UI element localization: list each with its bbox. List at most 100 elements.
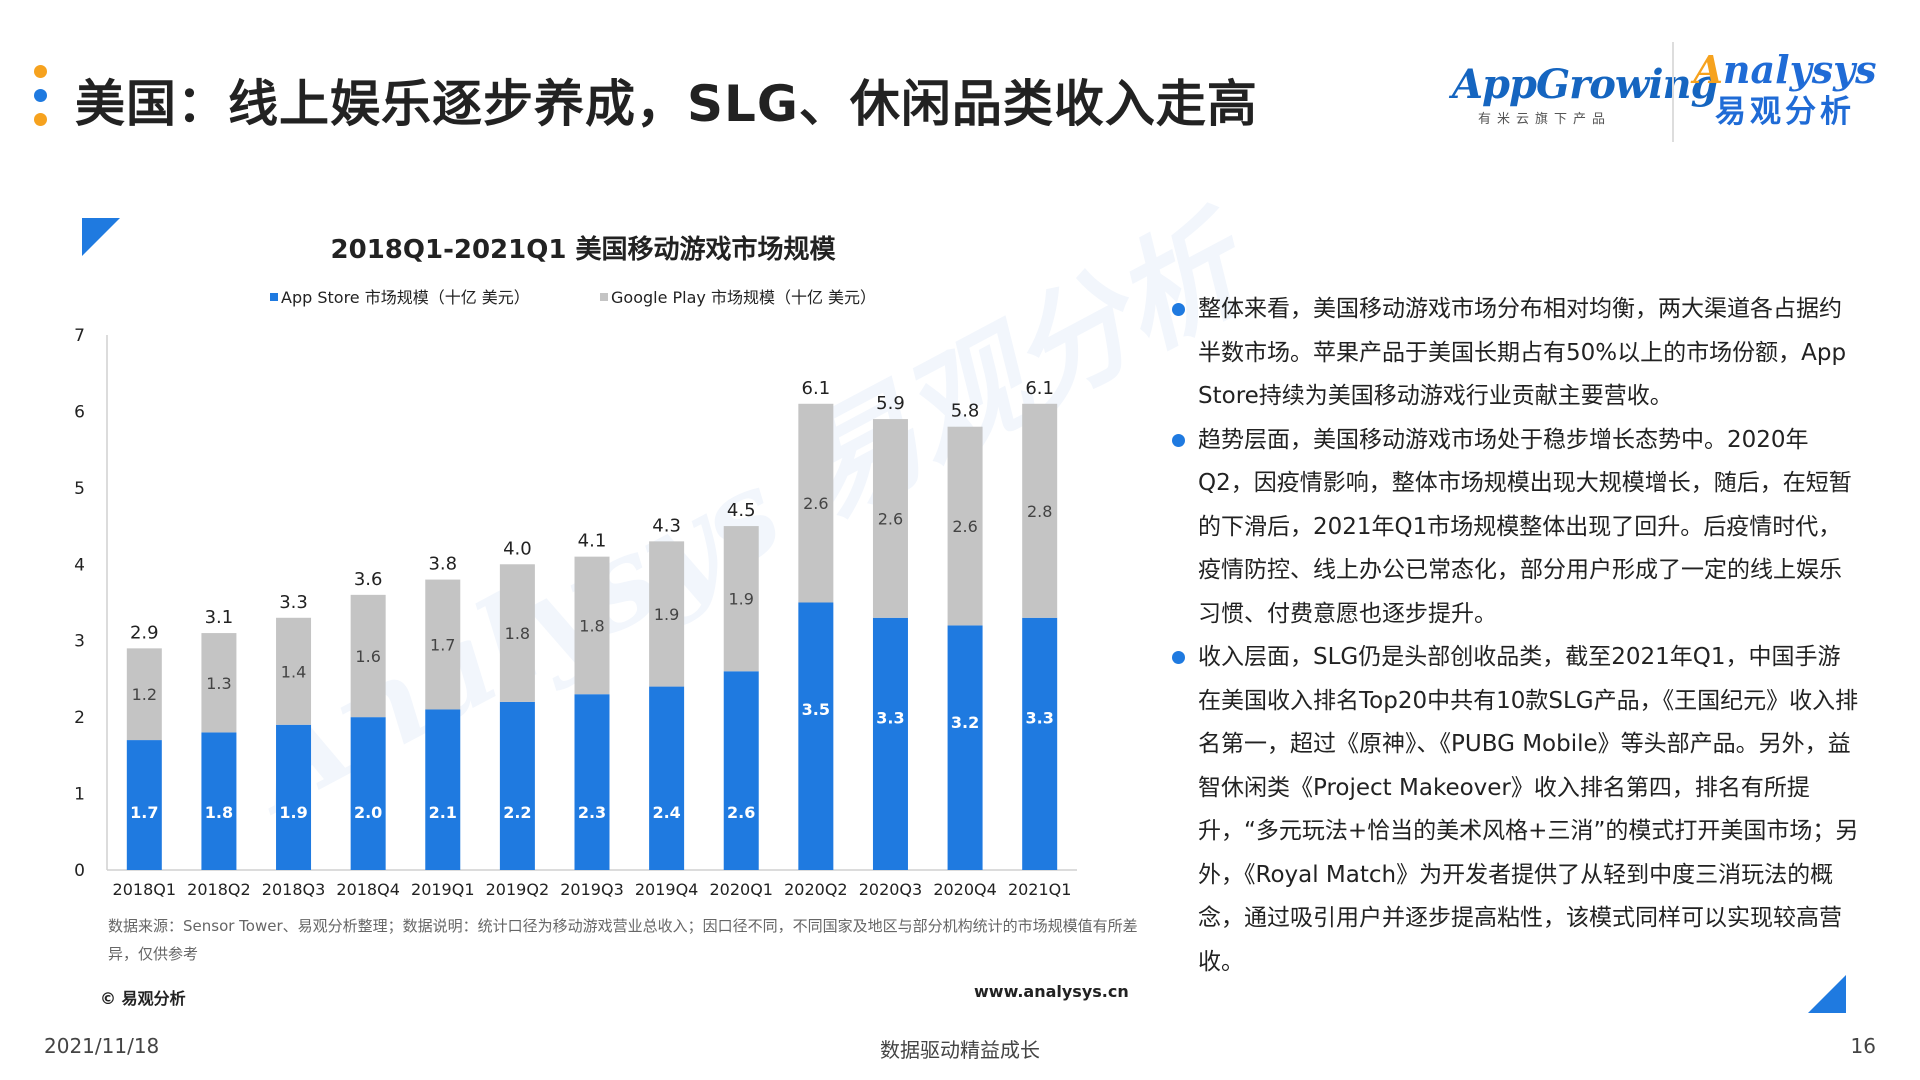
- data-label-app-store: 2.2: [503, 803, 531, 822]
- x-tick-label: 2020Q3: [859, 880, 923, 899]
- y-tick-label: 3: [74, 632, 85, 652]
- legend-label-app-store: App Store 市场规模（十亿 美元）: [281, 288, 530, 307]
- x-axis: 2018Q1 2018Q2 2018Q3 2018Q4 2019Q1 2019Q2 2019…: [107, 869, 1077, 899]
- y-tick-label: 0: [74, 861, 85, 881]
- data-label-total: 6.1: [802, 378, 831, 399]
- data-label-total: 4.3: [652, 515, 681, 536]
- bar-google-play: [723, 526, 759, 672]
- x-tick-label: 2018Q2: [187, 880, 251, 899]
- data-label-total: 3.8: [428, 554, 457, 575]
- bullet-item-overall: 整体来看，美国移动游戏市场分布相对均衡，两大渠道各占据约半数市场。苹果产品于美国…: [1170, 288, 1860, 419]
- chart-source-note: 数据来源：Sensor Tower、易观分析整理；数据说明：统计口径为移动游戏营…: [108, 917, 1138, 963]
- x-tick-label: 2020Q4: [933, 880, 997, 899]
- bar-google-play: [499, 564, 535, 702]
- data-label-app-store: 2.4: [652, 803, 680, 822]
- bar-app-store: [798, 602, 834, 870]
- data-label-app-store: 2.6: [727, 803, 755, 822]
- orange-dot: [34, 65, 47, 78]
- bar-app-store: [276, 724, 312, 870]
- blue-dot: [34, 89, 47, 102]
- data-label-total: 6.1: [1025, 378, 1054, 399]
- legend-swatch-app-store: [270, 293, 278, 301]
- data-label-google-play: 2.8: [1027, 502, 1052, 521]
- bar-google-play: [350, 594, 386, 718]
- chart-svg: 2018Q1-2021Q1 美国移动游戏市场规模 App Store 市场规模（…: [74, 234, 1077, 899]
- data-label-total: 3.6: [354, 569, 383, 590]
- corner-triangle-bottom-right: [1808, 975, 1846, 1013]
- data-label-total: 2.9: [130, 622, 159, 643]
- x-tick-label: 2019Q1: [411, 880, 475, 899]
- data-label-google-play: 2.6: [803, 494, 828, 513]
- y-tick-label: 2: [74, 708, 85, 728]
- x-tick-label: 2020Q1: [709, 880, 773, 899]
- bar-app-store: [574, 694, 610, 870]
- bar-app-store: [1022, 617, 1058, 870]
- data-label-google-play: 1.6: [355, 647, 380, 666]
- data-label-google-play: 1.8: [579, 616, 604, 635]
- bar-google-play: [1022, 403, 1058, 618]
- y-tick-label: 5: [74, 479, 85, 499]
- bar-app-store: [201, 732, 237, 870]
- bar-app-store: [499, 701, 535, 870]
- bars: 1.7 1.2 2.9 1.8 1.3 3.1 1.9 1.4 3.3 2.0 1.6 3.6 2.1 1…: [126, 378, 1058, 870]
- bar-google-play: [649, 541, 685, 687]
- bar-app-store: [350, 717, 386, 870]
- y-tick-label: 1: [74, 785, 85, 805]
- data-label-total: 3.3: [279, 592, 308, 613]
- data-label-google-play: 1.8: [505, 624, 530, 643]
- analysys-logo-chinese: 易观分析: [1715, 94, 1855, 130]
- x-tick-label: 2019Q3: [560, 880, 624, 899]
- bullet-item-trend: 趋势层面，美国移动游戏市场处于稳步增长态势中。2020年Q2，因疫情影响，整体市…: [1170, 419, 1860, 637]
- analysys-logo-name: Analysys: [1685, 48, 1885, 92]
- analysys-logo-prefix: A: [1693, 47, 1723, 92]
- x-tick-label: 2018Q4: [336, 880, 400, 899]
- x-tick-label: 2018Q1: [113, 880, 177, 899]
- data-label-app-store: 2.3: [578, 803, 606, 822]
- data-label-app-store: 3.3: [876, 709, 904, 728]
- bullet-item-revenue: 收入层面，SLG仍是头部创收品类，截至2021年Q1，中国手游在美国收入排名To…: [1170, 636, 1860, 984]
- data-label-total: 4.0: [503, 538, 532, 559]
- data-label-google-play: 1.2: [132, 685, 157, 704]
- data-label-app-store: 3.2: [951, 713, 979, 732]
- data-label-app-store: 1.9: [279, 803, 307, 822]
- page-title: 美国：线上娱乐逐步养成，SLG、休闲品类收入走高: [75, 75, 1258, 133]
- bar-google-play: [798, 403, 834, 603]
- legend-swatch-google-play: [600, 293, 608, 301]
- data-label-google-play: 1.9: [729, 590, 754, 609]
- data-label-app-store: 1.8: [205, 803, 233, 822]
- analysis-bullets: 整体来看，美国移动游戏市场分布相对均衡，两大渠道各占据约半数市场。苹果产品于美国…: [1170, 288, 1860, 984]
- bar-chart: 2018Q1-2021Q1 美国移动游戏市场规模 App Store 市场规模（…: [55, 225, 1125, 909]
- orange-dot: [34, 113, 47, 126]
- copyright: © 易观分析: [100, 989, 186, 1008]
- bar-google-play: [276, 617, 312, 725]
- x-tick-label: 2019Q4: [635, 880, 699, 899]
- bar-app-store: [126, 740, 162, 870]
- bar-app-store: [425, 709, 461, 870]
- analysys-logo: Analysys 易观分析: [1685, 48, 1885, 132]
- bar-google-play: [126, 648, 162, 741]
- logo-divider: [1672, 42, 1674, 142]
- x-tick-label: 2019Q2: [486, 880, 550, 899]
- data-label-google-play: 2.6: [878, 509, 903, 528]
- legend-label-google-play: Google Play 市场规模（十亿 美元）: [611, 288, 876, 307]
- data-label-google-play: 1.3: [206, 674, 231, 693]
- data-label-google-play: 1.9: [654, 605, 679, 624]
- bar-google-play: [574, 556, 610, 695]
- bar-google-play: [872, 419, 908, 618]
- data-label-app-store: 1.7: [130, 803, 158, 822]
- data-label-app-store: 2.0: [354, 803, 382, 822]
- bar-google-play: [947, 426, 983, 626]
- data-label-total: 5.8: [951, 401, 980, 422]
- x-tick-label: 2018Q3: [262, 880, 326, 899]
- y-tick-label: 4: [74, 555, 85, 575]
- footer-date: 2021/11/18: [44, 1034, 160, 1058]
- data-label-total: 4.1: [578, 531, 607, 552]
- y-tick-label: 7: [74, 326, 85, 346]
- data-label-google-play: 1.4: [281, 662, 306, 681]
- bar-app-store: [872, 617, 908, 870]
- data-label-total: 5.9: [876, 393, 905, 414]
- page-number: 16: [1850, 1034, 1876, 1058]
- data-label-app-store: 3.3: [1026, 709, 1054, 728]
- data-label-app-store: 3.5: [802, 700, 830, 719]
- website: www.analysys.cn: [974, 982, 1129, 1001]
